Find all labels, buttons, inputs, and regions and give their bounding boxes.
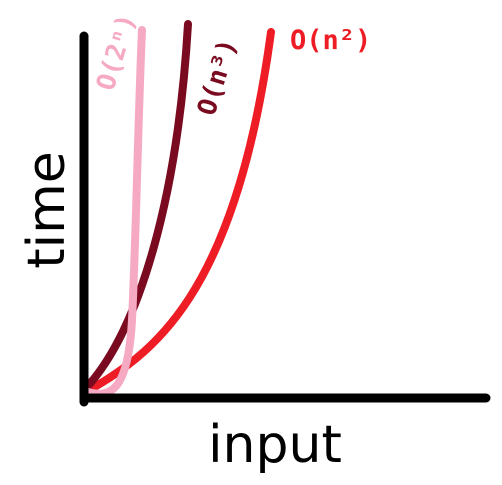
x-axis-title: input (208, 415, 342, 475)
curve-o-two-to-the-n (84, 26, 146, 398)
series-label-o-n-cubed: O(n³) (192, 35, 244, 119)
series-label-o-two-to-the-n: O(2ⁿ) (91, 10, 143, 94)
y-axis-title: time (17, 151, 77, 268)
curve-o-n-squared (82, 28, 275, 396)
curve-o-n-cubed (82, 20, 192, 392)
series-label-o-n-squared: O(n²) (290, 25, 371, 56)
